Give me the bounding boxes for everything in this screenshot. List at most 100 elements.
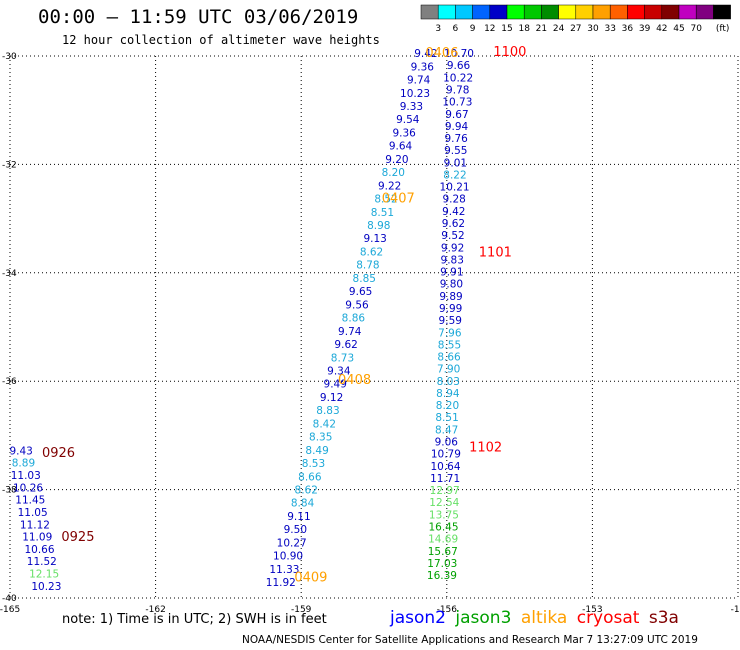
wave-height-point: 10.21 bbox=[440, 182, 470, 194]
wave-height-point: 10.64 bbox=[430, 461, 460, 473]
colorbar-tick-label: 39 bbox=[639, 24, 651, 34]
wave-height-point: 11.52 bbox=[27, 556, 57, 568]
wave-height-point: 9.36 bbox=[411, 61, 435, 73]
legend-s3a: s3a bbox=[648, 608, 679, 628]
colorbar-tick-label: 27 bbox=[570, 24, 581, 34]
colorbar-tick-label: 33 bbox=[604, 24, 615, 34]
wave-height-point: 9.06 bbox=[435, 437, 459, 449]
wave-height-point: 9.89 bbox=[439, 291, 462, 303]
x-tick-label: -153 bbox=[582, 605, 602, 615]
wave-height-point: 8.84 bbox=[291, 498, 315, 510]
y-tick-label: -34 bbox=[2, 269, 17, 279]
wave-height-point: 11.71 bbox=[430, 473, 460, 485]
y-tick-label: -36 bbox=[2, 377, 17, 387]
wave-height-point: 8.98 bbox=[367, 220, 390, 232]
wave-height-point: 9.22 bbox=[378, 180, 401, 192]
wave-height-point: 9.11 bbox=[287, 511, 310, 523]
pass-time-label: 1100 bbox=[493, 45, 526, 60]
wave-height-point: 9.91 bbox=[440, 267, 463, 279]
chart-plot-area: -165 -162 -159 -156 -153 -15 -30 -32 -34 -36 -38 -4… bbox=[0, 45, 740, 615]
wave-height-point: 9.01 bbox=[444, 157, 467, 169]
legend-cryosat: cryosat bbox=[576, 608, 640, 628]
wave-height-point: 11.05 bbox=[18, 507, 48, 519]
wave-height-point: 9.65 bbox=[349, 286, 372, 298]
colorbar-tick-label: 15 bbox=[501, 24, 512, 34]
wave-height-point: 10.90 bbox=[273, 551, 303, 563]
wave-height-point: 10.73 bbox=[442, 97, 472, 109]
wave-height-point: 14.69 bbox=[428, 534, 458, 546]
wave-height-point: 9.20 bbox=[385, 154, 408, 166]
wave-height-point: 10.23 bbox=[31, 581, 61, 593]
x-tick-label: -162 bbox=[145, 605, 165, 615]
wave-height-point: 8.47 bbox=[435, 424, 458, 436]
wave-height-point: 15.67 bbox=[428, 546, 458, 558]
wave-height-point: 9.56 bbox=[345, 299, 369, 311]
wave-height-point: 8.62 bbox=[360, 246, 383, 258]
wave-height-point: 9.34 bbox=[327, 365, 351, 377]
colorbar-tick-label: 18 bbox=[518, 24, 530, 34]
y-tick-label: -40 bbox=[2, 594, 17, 604]
wave-height-point: 16.45 bbox=[428, 521, 458, 533]
wave-height-point: 8.73 bbox=[331, 352, 354, 364]
y-tick-label: -32 bbox=[2, 160, 17, 170]
y-tick-label: -38 bbox=[2, 486, 17, 496]
wave-height-point: 8.89 bbox=[12, 458, 35, 470]
colorbar-tick-label: 36 bbox=[622, 24, 634, 34]
wave-height-point: 8.20 bbox=[382, 167, 405, 179]
wave-height-point: 8.62 bbox=[295, 485, 318, 497]
wave-height-point: 9.83 bbox=[441, 254, 464, 266]
wave-height-point: 10.79 bbox=[431, 449, 461, 461]
wave-height-point: 9.67 bbox=[445, 109, 468, 121]
wave-height-point: 13.75 bbox=[429, 509, 459, 521]
wave-height-point: 8.20 bbox=[436, 400, 459, 412]
wave-height-point: 9.78 bbox=[446, 84, 469, 96]
wave-height-point: 9.62 bbox=[334, 339, 357, 351]
wave-height-point: 11.33 bbox=[269, 564, 299, 576]
wave-height-point: 9.66 bbox=[447, 60, 471, 72]
wave-height-point: 8.66 bbox=[437, 352, 461, 364]
colorbar-tick-label: 21 bbox=[536, 24, 547, 34]
wave-height-point: 9.94 bbox=[445, 121, 469, 133]
x-tick-label: -159 bbox=[291, 605, 312, 615]
colorbar-tick-label: 42 bbox=[656, 24, 667, 34]
colorbar-unit: (ft) bbox=[716, 24, 730, 34]
wave-height-point: 7.96 bbox=[438, 327, 462, 339]
wave-height-point: 9.33 bbox=[400, 101, 423, 113]
wave-height-point: 9.12 bbox=[320, 392, 343, 404]
wave-height-point: 9.54 bbox=[396, 114, 420, 126]
wave-height-point: 8.03 bbox=[437, 376, 460, 388]
colorbar-tick-label: 6 bbox=[453, 24, 459, 34]
pass-time-label: 0926 bbox=[42, 446, 75, 461]
wave-height-point: 11.09 bbox=[22, 532, 52, 544]
x-tick-label: -165 bbox=[0, 605, 20, 615]
pass-time-label: 0409 bbox=[294, 571, 327, 586]
color-scale-bar: 3 6 9 12 15 18 21 24 27 30 33 36 39 42 45 70 (ft) bbox=[420, 4, 731, 34]
wave-height-point: 9.76 bbox=[444, 133, 468, 145]
colorbar-tick-label: 12 bbox=[484, 24, 495, 34]
wave-height-point: 9.49 bbox=[324, 379, 347, 391]
pass-time-label: 0406 bbox=[425, 46, 458, 61]
wave-height-point: 9.50 bbox=[284, 524, 307, 536]
wave-height-point: 12.54 bbox=[429, 497, 459, 509]
wave-height-point: 8.42 bbox=[313, 418, 336, 430]
wave-height-point: 10.27 bbox=[277, 537, 307, 549]
units-note: note: 1) Time is in UTC; 2) SWH is in fe… bbox=[62, 612, 327, 627]
wave-height-point: 9.43 bbox=[9, 445, 32, 457]
pass-time-label: 0925 bbox=[61, 530, 94, 545]
wave-height-point: 8.22 bbox=[443, 169, 466, 181]
wave-height-point: 10.70 bbox=[444, 48, 474, 60]
wave-height-point: 9.74 bbox=[407, 75, 431, 87]
legend-altika: altika bbox=[520, 608, 568, 628]
x-tick-label: -156 bbox=[437, 605, 458, 615]
page-title: 00:00 – 11:59 UTC 03/06/2019 bbox=[38, 6, 359, 28]
legend-jason3: jason3 bbox=[455, 608, 512, 628]
footer-credit: NOAA/NESDIS Center for Satellite Applica… bbox=[242, 634, 698, 646]
wave-height-point: 8.86 bbox=[342, 313, 366, 325]
colorbar-tick-label: 9 bbox=[470, 24, 476, 34]
wave-height-point: 8.85 bbox=[353, 273, 376, 285]
wave-height-point: 10.23 bbox=[400, 88, 430, 100]
wave-height-point: 9.52 bbox=[441, 230, 464, 242]
legend-jason2: jason2 bbox=[390, 608, 446, 628]
pass-time-label: 0407 bbox=[382, 191, 415, 206]
wave-height-point: 12.15 bbox=[29, 569, 59, 581]
